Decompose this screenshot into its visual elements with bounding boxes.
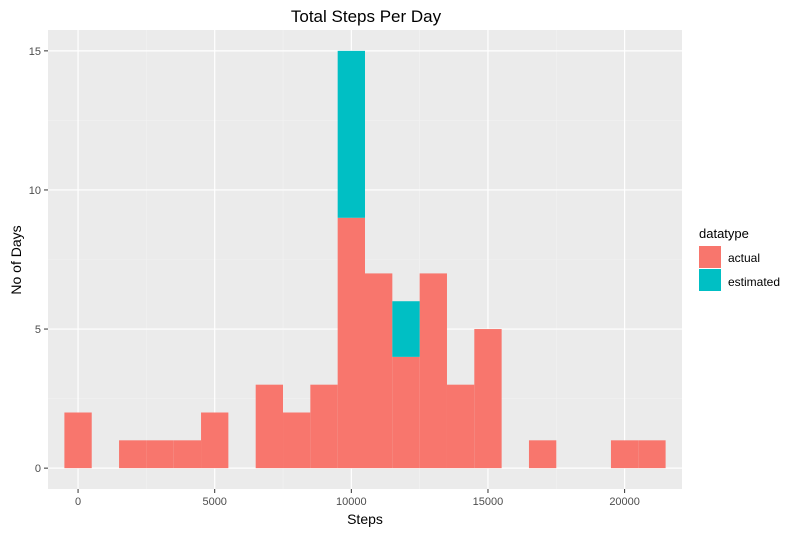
bar-actual — [392, 356, 420, 469]
x-tick-label: 5000 — [202, 496, 226, 508]
axis-ticks: 0 5000 10000 15000 20000 0 5 10 15 — [29, 46, 640, 508]
x-tick-label: 15000 — [473, 496, 504, 508]
legend-label-estimated: estimated — [728, 275, 780, 289]
chart-title: Total Steps Per Day — [291, 7, 442, 26]
y-axis-title: No of Days — [8, 225, 24, 294]
bar-actual — [146, 440, 174, 469]
bar-estimated — [337, 50, 365, 218]
x-tick-label: 20000 — [609, 496, 640, 508]
bar-actual — [365, 273, 393, 469]
bar-actual — [610, 440, 639, 469]
bar-actual — [64, 412, 92, 469]
y-tick-label: 0 — [35, 463, 41, 475]
y-tick-label: 10 — [29, 185, 41, 197]
bar-actual — [337, 217, 365, 469]
bar-actual — [474, 329, 502, 469]
x-axis-title: Steps — [347, 511, 383, 527]
legend-key-estimated — [699, 269, 721, 291]
y-tick-label: 5 — [35, 324, 41, 336]
y-tick-label: 15 — [29, 46, 41, 58]
bar-actual — [638, 440, 666, 469]
bar-actual — [419, 273, 447, 469]
bar-actual — [119, 440, 147, 469]
bar-actual — [283, 412, 311, 469]
legend-label-actual: actual — [728, 251, 760, 265]
bar-estimated — [392, 301, 420, 357]
x-tick-label: 0 — [75, 496, 81, 508]
x-tick-label: 10000 — [336, 496, 367, 508]
bar-actual — [310, 384, 338, 469]
legend-title: datatype — [699, 226, 749, 241]
bar-actual — [528, 440, 557, 469]
legend-key-actual — [699, 246, 721, 268]
bar-actual — [446, 384, 475, 469]
legend: datatype actual estimated — [699, 226, 780, 291]
bar-actual — [201, 412, 229, 469]
bar-actual — [255, 384, 284, 469]
bar-actual — [173, 440, 202, 469]
histogram-bars — [64, 50, 666, 469]
